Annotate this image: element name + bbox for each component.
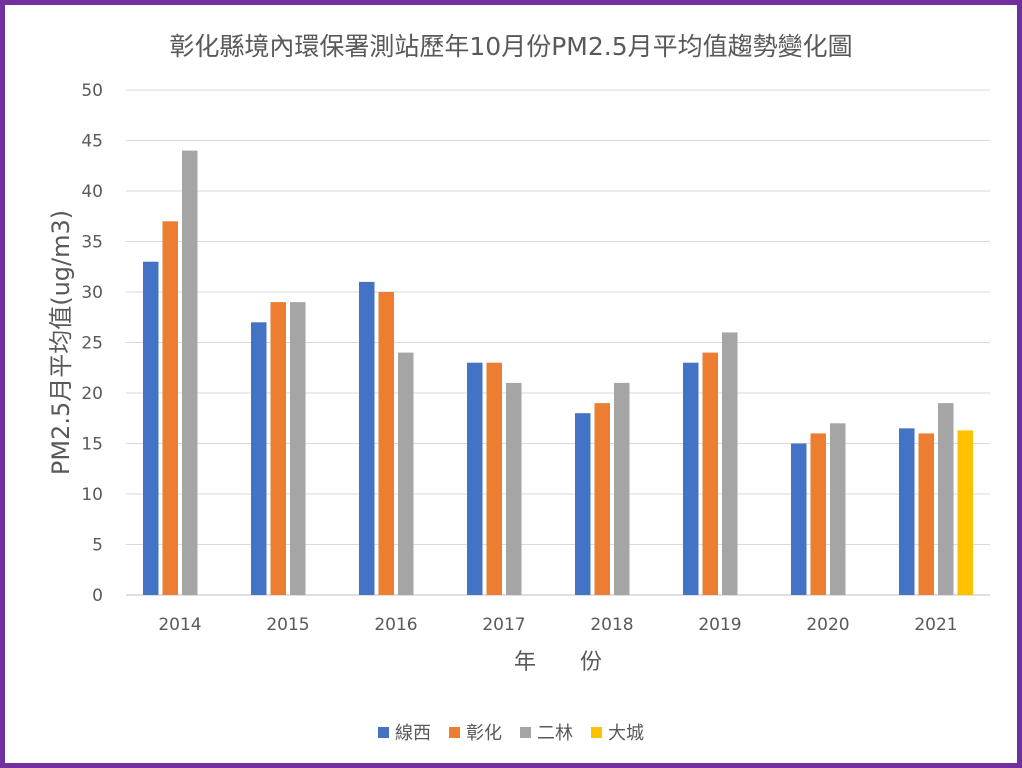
legend-label: 二林 <box>537 723 573 744</box>
bar-彰化-2021 <box>918 433 934 595</box>
bar-二林-2017 <box>506 382 522 595</box>
legend-swatch <box>378 726 389 738</box>
bar-線西-2014 <box>143 261 159 595</box>
legend-label: 大城 <box>608 723 644 744</box>
y-tick-label: 5 <box>92 536 103 556</box>
legend-item: 二林 <box>520 719 573 745</box>
legend-item: 彰化 <box>449 719 502 745</box>
chart-legend: 線西 彰化 二林 大城 <box>5 719 1017 745</box>
y-tick-label: 20 <box>81 384 103 404</box>
bar-二林-2014 <box>182 150 198 595</box>
bar-彰化-2020 <box>810 433 826 595</box>
chart-title: 彰化縣境內環保署測站歷年10月份PM2.5月平均值趨勢變化圖 <box>169 32 853 61</box>
bar-彰化-2014 <box>162 221 178 596</box>
y-tick-label: 25 <box>81 334 103 354</box>
bar-線西-2016 <box>359 281 375 595</box>
bar-大城-2021 <box>957 430 973 595</box>
x-tick-label: 2021 <box>914 615 957 635</box>
legend-item: 大城 <box>591 719 644 745</box>
y-tick-label: 10 <box>81 485 103 505</box>
legend-label: 彰化 <box>466 723 502 744</box>
bar-二林-2021 <box>938 403 954 595</box>
bar-彰化-2015 <box>270 302 286 595</box>
bar-線西-2018 <box>575 413 591 595</box>
y-tick-label: 30 <box>81 283 103 303</box>
legend-swatch <box>520 726 531 738</box>
y-tick-label: 15 <box>81 435 103 455</box>
bar-彰化-2016 <box>378 292 394 595</box>
y-tick-label: 0 <box>92 586 103 606</box>
x-axis-label: 年 份 <box>514 650 602 675</box>
bar-二林-2019 <box>722 332 738 595</box>
x-tick-label: 2016 <box>374 615 417 635</box>
bar-二林-2018 <box>614 382 630 595</box>
x-tick-label: 2019 <box>698 615 741 635</box>
legend-label: 線西 <box>395 723 431 744</box>
bar-線西-2015 <box>251 322 267 595</box>
x-tick-label: 2014 <box>158 615 201 635</box>
legend-swatch <box>449 726 460 738</box>
bar-二林-2020 <box>830 423 846 595</box>
bar-二林-2015 <box>290 302 306 595</box>
bar-線西-2017 <box>467 362 483 595</box>
bar-二林-2016 <box>398 352 414 595</box>
chart-plot: 0 5 10 15 20 25 30 35 40 45 50 2014 2015 2016 2017 2018… <box>47 81 990 675</box>
legend-swatch <box>591 726 602 738</box>
bar-線西-2020 <box>791 443 807 595</box>
y-tick-label: 50 <box>81 81 103 101</box>
x-tick-label: 2020 <box>806 615 849 635</box>
legend-item: 線西 <box>378 719 431 745</box>
bar-線西-2021 <box>899 428 915 595</box>
bar-線西-2019 <box>683 362 699 595</box>
y-tick-label: 35 <box>81 233 103 253</box>
bar-彰化-2019 <box>702 352 718 595</box>
bar-彰化-2017 <box>486 362 502 595</box>
x-tick-label: 2015 <box>266 615 309 635</box>
x-tick-label: 2018 <box>590 615 633 635</box>
bar-彰化-2018 <box>594 403 610 595</box>
y-tick-label: 40 <box>81 182 103 202</box>
y-tick-label: 45 <box>81 132 103 152</box>
x-tick-label: 2017 <box>482 615 525 635</box>
y-axis-label: PM2.5月平均值(ug/m3) <box>47 210 75 475</box>
